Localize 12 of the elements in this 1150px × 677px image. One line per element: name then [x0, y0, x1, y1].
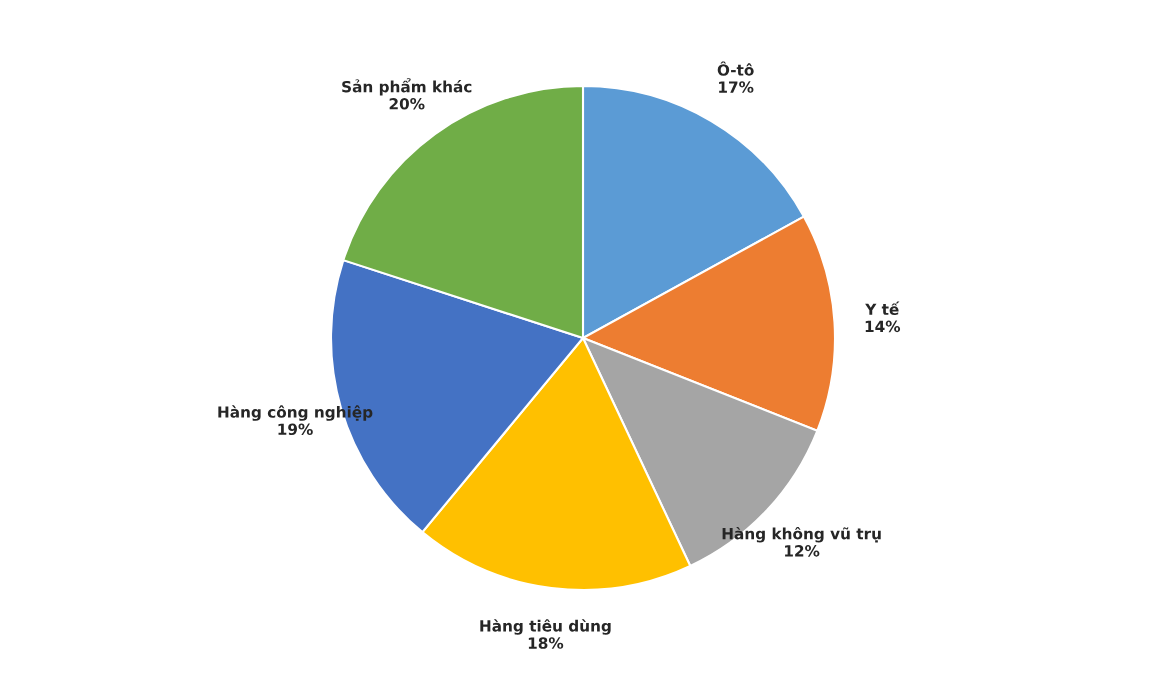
slice-label: Hàng không vũ trụ — [722, 526, 881, 543]
data-label: 18% — [528, 637, 564, 649]
data-label: 20% — [389, 97, 425, 110]
slice-label: Ô-tô — [717, 61, 754, 76]
data-label: 12% — [785, 545, 820, 557]
data-label: 19% — [278, 423, 313, 436]
data-label: 17% — [719, 81, 754, 93]
slice-label: Hàng tiêu dùng — [480, 619, 611, 635]
slice-label: Y tế — [865, 301, 900, 316]
data-label: 14% — [865, 320, 901, 333]
slice-label: Hàng công nghiệp — [218, 405, 373, 421]
slice-label: Sản phẩm khác — [342, 78, 472, 96]
